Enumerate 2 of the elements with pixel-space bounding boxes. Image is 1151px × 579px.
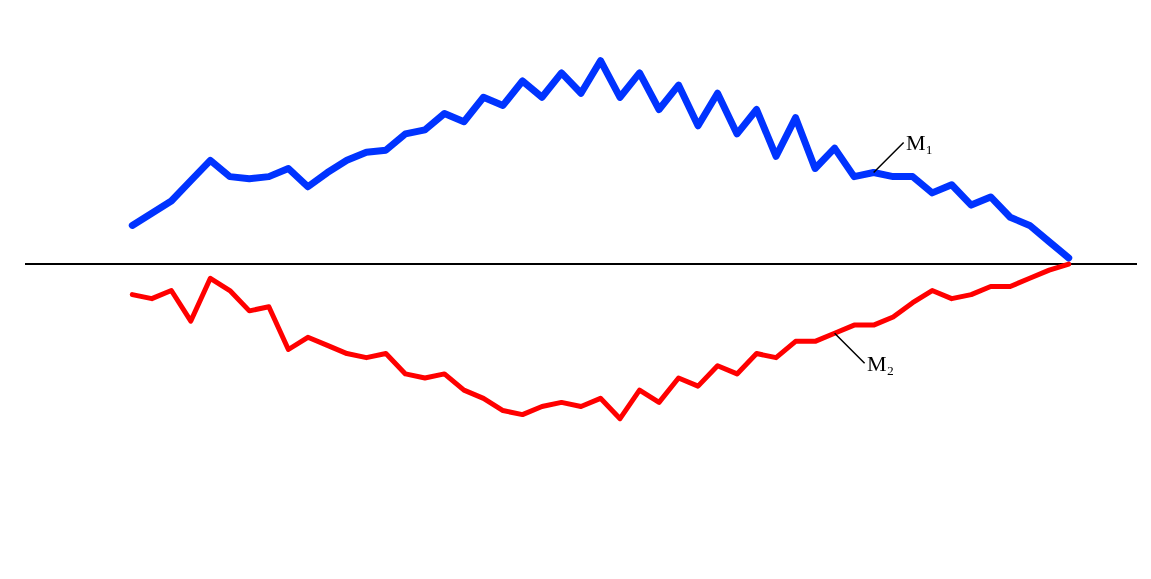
- series-label: M₁: [906, 130, 934, 155]
- series-label: M₂: [867, 351, 895, 376]
